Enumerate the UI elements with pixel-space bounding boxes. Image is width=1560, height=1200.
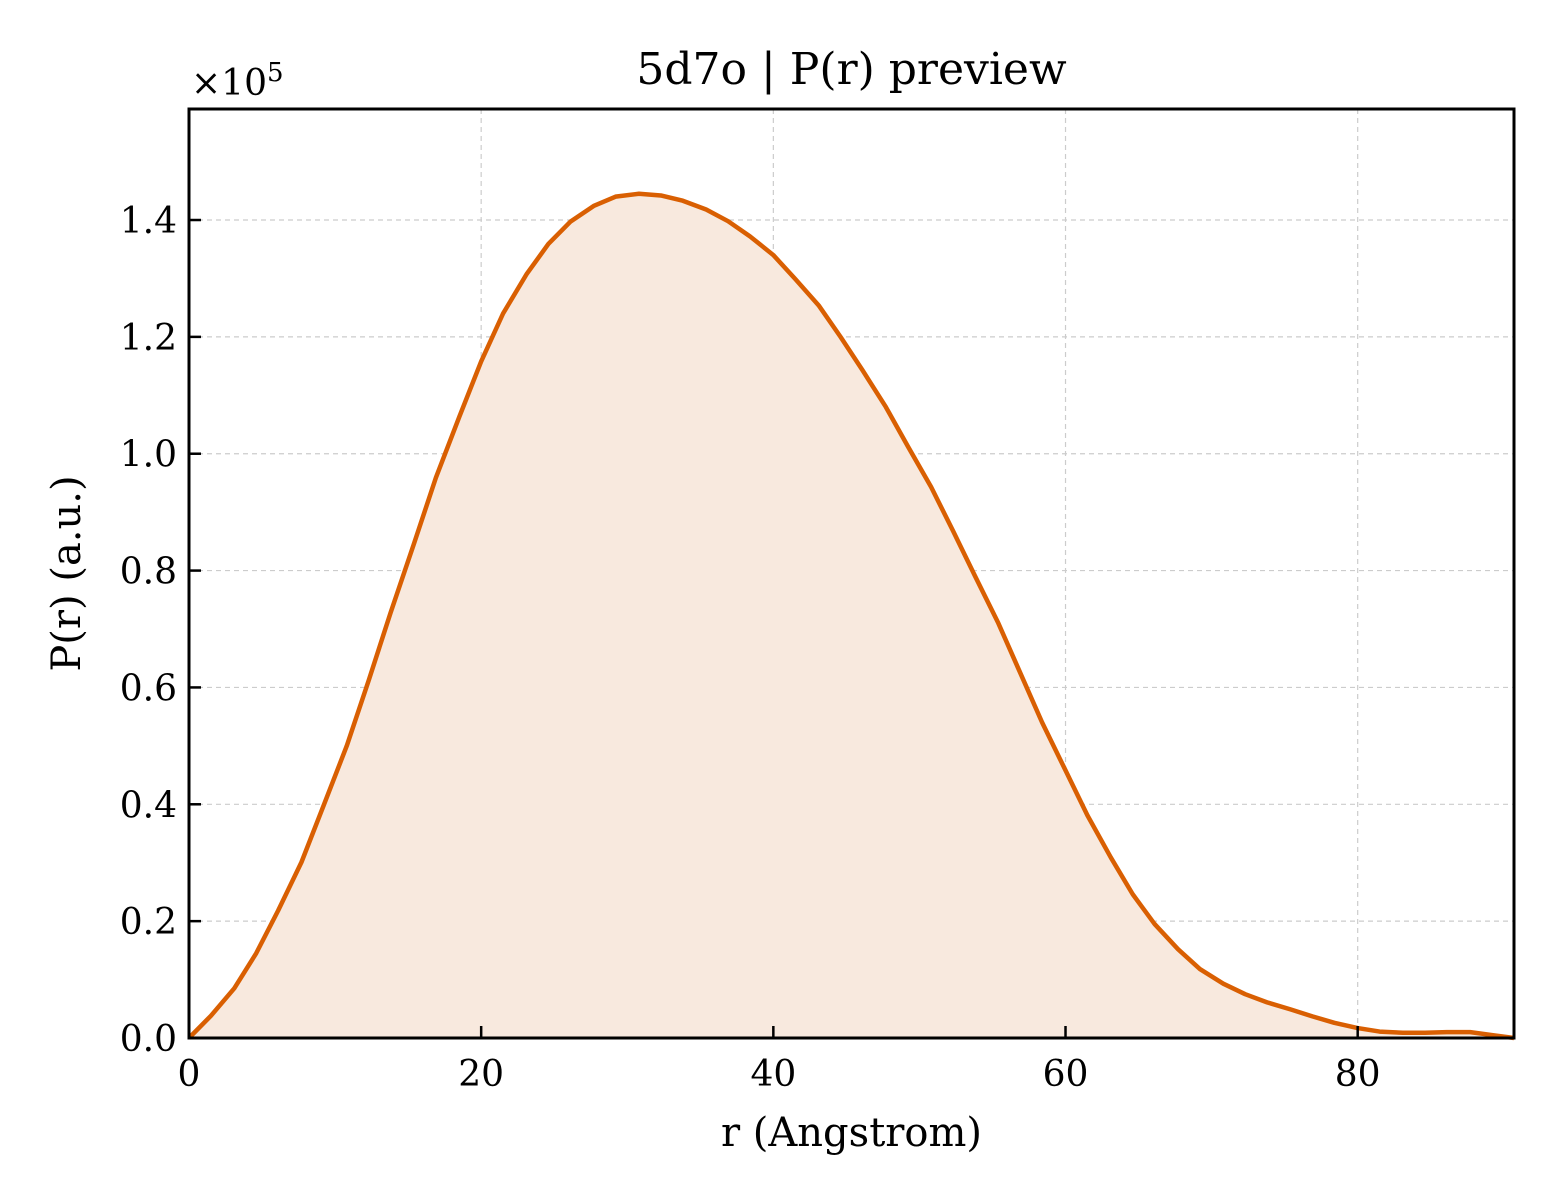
y-axis-offset-base: ×10 (191, 63, 267, 104)
x-tick-label: 0 (178, 1054, 201, 1095)
chart-title: 5d7o | P(r) preview (636, 44, 1067, 95)
y-tick-label: 0.8 (120, 552, 177, 593)
y-tick-label: 0.2 (120, 902, 177, 943)
plot-frame (187, 107, 1516, 1040)
y-axis-label: P(r) (a.u.) (44, 475, 90, 671)
y-tick-label: 0.0 (120, 1019, 177, 1060)
y-axis-offset-label: ×105 (191, 58, 284, 104)
x-tick-label: 60 (1043, 1054, 1089, 1095)
y-tick-label: 0.6 (120, 668, 177, 709)
area-fill (189, 193, 1514, 1039)
ticks: 0 20 40 60 80 0.0 0.2 0.4 0.6 0.8 1.0 1.2 1.4 (120, 201, 1381, 1095)
y-tick-label: 0.4 (120, 785, 177, 826)
x-tick-label: 80 (1335, 1054, 1381, 1095)
y-axis-offset-exponent: 5 (267, 58, 284, 88)
x-axis-label: r (Angstrom) (721, 1110, 982, 1156)
y-tick-label: 1.4 (120, 201, 177, 242)
x-tick-label: 40 (750, 1054, 796, 1095)
x-tick-label: 20 (458, 1054, 504, 1095)
y-tick-label: 1.0 (120, 435, 177, 476)
series-line (187, 191, 1515, 1041)
y-tick-label: 1.2 (120, 318, 177, 359)
